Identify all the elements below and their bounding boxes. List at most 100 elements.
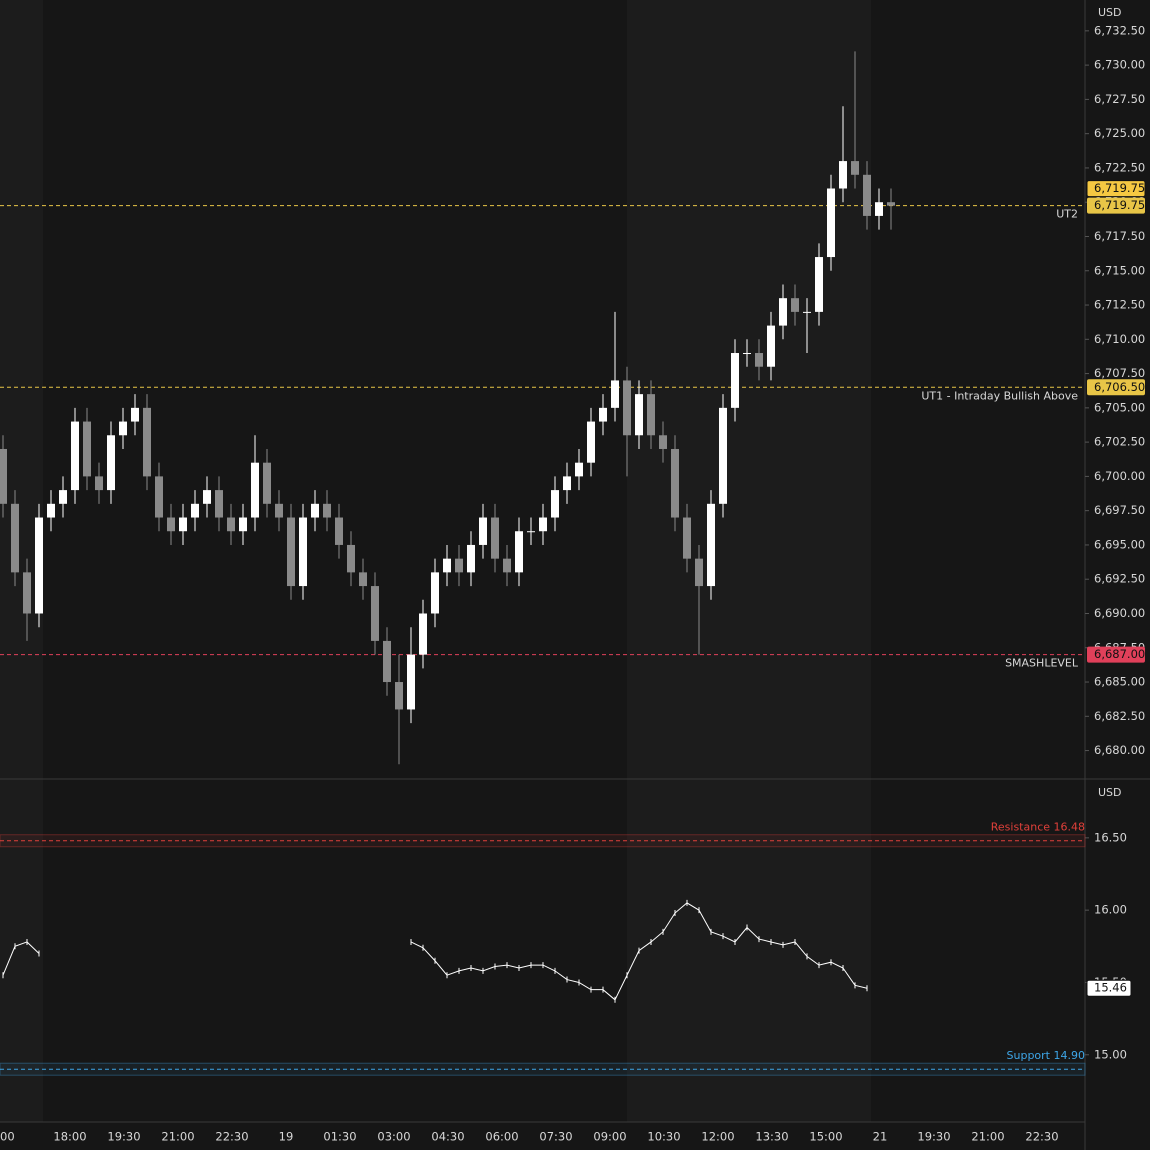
candle-body xyxy=(131,407,139,422)
last-price-label: 6,719.75 xyxy=(1094,181,1145,195)
candle-body xyxy=(23,572,31,614)
candle-body xyxy=(407,654,415,710)
x-tick-label: 10:30 xyxy=(647,1130,680,1144)
y-tick-label: 6,717.50 xyxy=(1094,229,1145,243)
level-label: Support 14.90 xyxy=(1007,1049,1085,1062)
x-tick-label: 13:30 xyxy=(755,1130,788,1144)
y-tick-label: 6,715.00 xyxy=(1094,263,1145,277)
candle-body xyxy=(371,586,379,641)
y-tick-label: 6,705.00 xyxy=(1094,400,1145,414)
candle-body xyxy=(311,503,319,518)
level-tag-label: 6,719.75 xyxy=(1094,198,1145,212)
candle-body xyxy=(107,435,115,491)
candle-body xyxy=(323,503,331,518)
candle-body xyxy=(179,517,187,532)
x-tick-label: 18:00 xyxy=(53,1130,86,1144)
level-label: UT1 - Intraday Bullish Above xyxy=(921,389,1078,402)
session-band xyxy=(627,0,871,1122)
x-tick-label: 01:30 xyxy=(323,1130,356,1144)
candle-body xyxy=(47,503,55,518)
candle-body xyxy=(515,531,523,573)
level-tag-label: 6,706.50 xyxy=(1094,380,1145,394)
level-tag-label: 6,687.00 xyxy=(1094,647,1145,661)
x-tick-label: 21:00 xyxy=(161,1130,194,1144)
candle-body xyxy=(659,435,667,449)
candle-body xyxy=(335,517,343,545)
y-tick-label: 6,692.50 xyxy=(1094,572,1145,586)
candle-body xyxy=(551,490,559,518)
level-tag xyxy=(1087,197,1145,214)
last-price-tag xyxy=(1086,979,1132,997)
currency-label: USD xyxy=(1098,786,1122,799)
candle-body xyxy=(683,517,691,559)
candle-body xyxy=(707,503,715,587)
y-tick-label: 6,690.00 xyxy=(1094,606,1145,620)
x-tick-label: 07:30 xyxy=(539,1130,572,1144)
x-tick-label: 22:30 xyxy=(215,1130,248,1144)
y-tick-label: 6,700.00 xyxy=(1094,469,1145,483)
candle-body xyxy=(599,407,607,422)
candle-body xyxy=(671,448,679,518)
x-tick-label: 21 xyxy=(873,1130,888,1144)
y-tick-label: 6,702.50 xyxy=(1094,435,1145,449)
indicator-line xyxy=(2,941,40,976)
y-tick-label: 6,707.50 xyxy=(1094,366,1145,380)
y-tick-label: 6,697.50 xyxy=(1094,503,1145,517)
x-tick-label: 00 xyxy=(0,1130,15,1144)
y-tick-label: 16.50 xyxy=(1094,830,1127,844)
candle-body xyxy=(227,517,235,532)
x-tick-label: 15:00 xyxy=(809,1130,842,1144)
level-label: SMASHLEVEL xyxy=(1005,657,1079,670)
candle-body xyxy=(731,353,739,408)
candle-body xyxy=(275,503,283,518)
candle-body xyxy=(803,311,811,313)
candle-body xyxy=(467,544,475,573)
y-tick-label: 6,695.00 xyxy=(1094,537,1145,551)
candle-body xyxy=(491,517,499,559)
candle-body xyxy=(767,325,775,367)
candle-body xyxy=(0,448,7,504)
x-tick-label: 21:00 xyxy=(971,1130,1004,1144)
candle-body xyxy=(119,421,127,436)
x-tick-label: 19:30 xyxy=(917,1130,950,1144)
candle-body xyxy=(695,558,703,587)
level-label: Resistance 16.48 xyxy=(991,821,1085,834)
currency-label: USD xyxy=(1098,6,1122,19)
candle-body xyxy=(395,682,403,710)
candle-body xyxy=(383,640,391,683)
candle-body xyxy=(875,202,883,216)
candle-body xyxy=(887,202,895,206)
candle-body xyxy=(815,257,823,312)
candle-body xyxy=(359,572,367,587)
x-tick-label: 04:30 xyxy=(431,1130,464,1144)
y-tick-label: 6,680.00 xyxy=(1094,743,1145,757)
candle-body xyxy=(239,517,247,532)
y-tick-label: 6,712.50 xyxy=(1094,298,1145,312)
candle-body xyxy=(419,613,427,655)
candle-body xyxy=(743,353,751,355)
candle-body xyxy=(791,298,799,312)
candle-body xyxy=(647,394,655,436)
y-tick-label: 16.00 xyxy=(1094,903,1127,917)
candle-body xyxy=(527,531,535,533)
last-price-tag xyxy=(1086,180,1146,198)
candle-body xyxy=(431,572,439,614)
candle-body xyxy=(503,558,511,573)
candle-body xyxy=(95,476,103,491)
x-tick-label: 12:00 xyxy=(701,1130,734,1144)
candle-body xyxy=(215,490,223,518)
y-tick-label: 6,727.50 xyxy=(1094,92,1145,106)
candle-body xyxy=(455,558,463,573)
y-tick-label: 6,725.00 xyxy=(1094,126,1145,140)
candle-body xyxy=(443,558,451,573)
x-tick-label: 19:30 xyxy=(107,1130,140,1144)
y-tick-label: 6,732.50 xyxy=(1094,23,1145,37)
candle-body xyxy=(563,476,571,491)
candle-body xyxy=(839,161,847,189)
candle-body xyxy=(59,490,67,504)
candle-body xyxy=(479,517,487,545)
candle-body xyxy=(779,298,787,326)
candle-body xyxy=(263,462,271,504)
candle-body xyxy=(191,503,199,518)
